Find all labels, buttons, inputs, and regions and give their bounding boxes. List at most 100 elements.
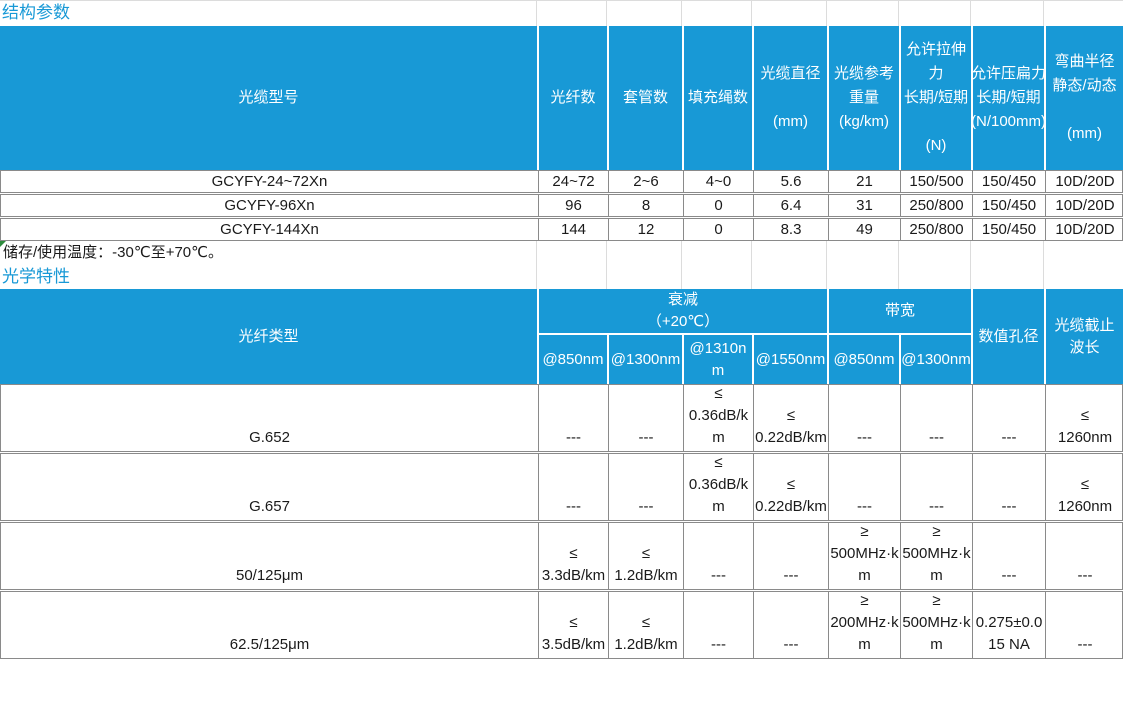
row-label-cell: 50/125μm	[235, 567, 304, 584]
table-cell: 8.3	[753, 219, 828, 240]
gridline-cell	[752, 241, 827, 265]
table-cell: 12	[608, 219, 683, 240]
group-header-attenuation: 衰减 （+20℃）	[537, 289, 827, 335]
table-cell: ---	[972, 454, 1045, 520]
structural-parameters-section: 结构参数 光缆型号 光纤数 套管数 填充绳数 光缆直径 (mm) 光缆参考重量 …	[0, 0, 1123, 265]
table-cell: ≤ 1.2dB/km	[608, 523, 683, 589]
table-cell: 250/800	[900, 219, 972, 240]
table-cell: 0	[683, 219, 753, 240]
table-row: GCYFY-24~72Xn 24~72 2~6 4~0 5.6 21 150/5…	[0, 170, 1123, 193]
gridline-cell	[1044, 1, 1123, 26]
table-cell: 6.4	[753, 195, 828, 216]
gridline-cell	[537, 265, 607, 289]
col-header-cable-model: 光缆型号	[238, 89, 299, 106]
table-cell: ---	[972, 385, 1045, 451]
col-header-tube-count: 套管数	[607, 26, 682, 170]
table-cell: 150/450	[972, 171, 1045, 192]
table-cell: ---	[608, 385, 683, 451]
table-cell: ≤ 1260nm	[1045, 385, 1123, 451]
table-cell: 8	[608, 195, 683, 216]
table-cell: ---	[538, 454, 608, 520]
title-cell: 结构参数	[0, 1, 537, 26]
table-cell: 24~72	[538, 171, 608, 192]
title-cell: 光学特性	[0, 265, 537, 289]
table-cell: ≥ 500MHz·km	[900, 523, 972, 589]
gridline-cell	[827, 265, 899, 289]
gridline-cell	[827, 1, 899, 26]
table-cell: 10D/20D	[1045, 219, 1123, 240]
col-header-tensile-force: 允许拉伸力 长期/短期 (N)	[899, 26, 971, 170]
table-cell: ---	[828, 454, 900, 520]
table-cell: ≤ 3.5dB/km	[538, 592, 608, 658]
col-header-attenuation-850nm: @850nm	[537, 335, 607, 384]
table-cell: ---	[828, 385, 900, 451]
optical-title-row: 光学特性	[0, 265, 1123, 289]
table-cell: 5.6	[753, 171, 828, 192]
gridline-cell	[899, 1, 971, 26]
table-cell: 10D/20D	[1045, 171, 1123, 192]
gridline-cell	[682, 241, 752, 265]
col-header-bandwidth-850nm: @850nm	[827, 335, 899, 384]
row-label-cell: GCYFY-96Xn	[224, 197, 315, 214]
gridline-cell	[752, 265, 827, 289]
table-cell: 150/450	[972, 195, 1045, 216]
table-cell: ≤ 0.22dB/km	[753, 454, 828, 520]
table-cell: ---	[900, 385, 972, 451]
table-cell: 31	[828, 195, 900, 216]
table-cell: ---	[683, 523, 753, 589]
table-cell: ---	[1045, 523, 1123, 589]
cell-flag-icon	[0, 241, 6, 247]
gridline-cell	[682, 265, 752, 289]
col-header-fiber-count: 光纤数	[537, 26, 607, 170]
row-label-cell: GCYFY-24~72Xn	[211, 173, 328, 190]
col-header-bend-radius: 弯曲半径 静态/动态 (mm)	[1044, 26, 1123, 170]
table-cell: 0	[683, 195, 753, 216]
col-header-attenuation-1300nm: @1300nm	[607, 335, 682, 384]
table-cell: ---	[1045, 592, 1123, 658]
gridline-cell	[607, 241, 682, 265]
col-header-filler-rope-count: 填充绳数	[682, 26, 752, 170]
table-cell: 150/500	[900, 171, 972, 192]
gridline-cell	[682, 1, 752, 26]
gridline-cell	[607, 265, 682, 289]
gridline-cell	[1044, 241, 1123, 265]
row-label-cell: G.657	[249, 498, 290, 515]
table-row: GCYFY-144Xn 144 12 0 8.3 49 250/800 150/…	[0, 218, 1123, 241]
optical-section-title: 光学特性	[2, 267, 70, 286]
table-cell: ≥ 500MHz·km	[900, 592, 972, 658]
col-header-crush-force: 允许压扁力 长期/短期 (N/100mm)	[971, 26, 1044, 170]
table-cell: ≤ 1.2dB/km	[608, 592, 683, 658]
table-cell: 10D/20D	[1045, 195, 1123, 216]
table-row: G.652 --- --- ≤ 0.36dB/km ≤ 0.22dB/km --…	[0, 384, 1123, 452]
col-header-cable-weight: 光缆参考重量 (kg/km)	[827, 26, 899, 170]
row-label-cell: GCYFY-144Xn	[220, 221, 319, 238]
row-label-cell: 62.5/125μm	[229, 636, 310, 653]
table-cell: ≤ 1260nm	[1045, 454, 1123, 520]
gridline-cell	[537, 1, 607, 26]
table-cell: ---	[753, 523, 828, 589]
table-row: 62.5/125μm ≤ 3.5dB/km ≤ 1.2dB/km --- ---…	[0, 591, 1123, 659]
col-header-bandwidth-1300nm: @1300nm	[899, 335, 971, 384]
gridline-cell	[537, 241, 607, 265]
gridline-cell	[971, 1, 1044, 26]
table-cell: ≤ 0.36dB/km	[683, 454, 753, 520]
table-cell: ---	[972, 523, 1045, 589]
table-cell: ≤ 3.3dB/km	[538, 523, 608, 589]
structural-header-row: 光缆型号 光纤数 套管数 填充绳数 光缆直径 (mm) 光缆参考重量 (kg/k…	[0, 26, 1123, 170]
table-row: GCYFY-96Xn 96 8 0 6.4 31 250/800 150/450…	[0, 194, 1123, 217]
table-cell: 150/450	[972, 219, 1045, 240]
col-header-cutoff-wavelength: 光缆截止 波长	[1044, 289, 1123, 384]
gridline-cell	[1044, 265, 1123, 289]
gridline-cell	[899, 265, 971, 289]
gridline-cell	[752, 1, 827, 26]
table-row: G.657 --- --- ≤ 0.36dB/km ≤ 0.22dB/km --…	[0, 453, 1123, 521]
table-cell: 250/800	[900, 195, 972, 216]
table-cell: ---	[538, 385, 608, 451]
col-header-fiber-type: 光纤类型	[238, 327, 299, 345]
gridline-cell	[607, 1, 682, 26]
temperature-note-row: 储存/使用温度：-30℃至+70℃。	[0, 241, 1123, 265]
col-header-attenuation-1550nm: @1550nm	[752, 335, 827, 384]
table-cell: 4~0	[683, 171, 753, 192]
table-cell: ≥ 200MHz·km	[828, 592, 900, 658]
gridline-cell	[971, 241, 1044, 265]
